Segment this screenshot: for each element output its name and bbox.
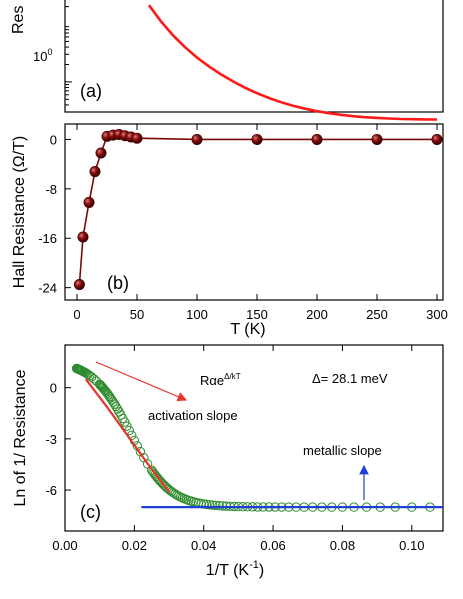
panel-c-point <box>122 421 132 431</box>
panel-a: Res 100 (a) <box>10 0 444 121</box>
panel-b-ytick-label: -8 <box>45 182 57 197</box>
panel-b-xtick-label: 250 <box>366 307 388 322</box>
activation-arrow <box>95 361 188 402</box>
panel-b-ytick-label: -24 <box>38 281 57 296</box>
panel-b-xtick-label: 300 <box>426 307 448 322</box>
panel-c-point <box>148 467 158 477</box>
panel-c-point <box>108 397 118 407</box>
panel-b-point <box>131 132 143 144</box>
panel-a-curve <box>147 4 438 121</box>
panel-c-point <box>207 500 218 510</box>
panel-b-frame <box>64 123 444 301</box>
panel-c-point <box>112 404 123 414</box>
panel-b-xtick-label: 150 <box>246 307 268 322</box>
panel-c: 0.00 0.02 0.04 0.06 0.08 0.10 0 -3 -6 RαeΔ/kT Δ=… <box>12 344 444 579</box>
panel-b-ytick-label: -16 <box>38 231 57 246</box>
panel-b-tag: (b) <box>107 273 129 293</box>
formula-text: RαeΔ/kT <box>200 372 241 388</box>
panel-b-point <box>77 231 89 243</box>
panel-b-ticks: 0 50 100 150 200 250 300 0 -8 -16 -24 <box>38 124 448 322</box>
panel-c-point <box>163 484 174 494</box>
panel-c-xtick-label: 0.04 <box>191 538 216 553</box>
panel-c-xtick-label: 0.10 <box>399 538 424 553</box>
panel-c-activation-fit <box>84 378 170 493</box>
panel-a-frame <box>64 0 444 113</box>
panel-c-xtick-label: 0.06 <box>260 538 285 553</box>
panel-b-point <box>89 166 101 178</box>
panel-b-xtick-label: 50 <box>130 307 144 322</box>
panel-b-line <box>78 133 437 285</box>
panel-b-point <box>73 279 85 291</box>
panel-c-tag: (c) <box>80 502 101 522</box>
panel-a-ticks <box>65 6 72 106</box>
panel-c-point <box>217 501 228 511</box>
panel-c-point <box>81 368 92 379</box>
panel-c-point <box>165 485 175 496</box>
metallic-slope-label: metallic slope <box>303 443 382 458</box>
panel-b-point <box>251 133 263 145</box>
panel-b-point <box>371 133 383 145</box>
panel-b-xtick-label: 0 <box>73 307 80 322</box>
panel-b-point <box>431 133 443 145</box>
panel-c-frame <box>64 344 444 532</box>
panel-c-point <box>89 374 99 384</box>
panel-b-xtick-label: 200 <box>306 307 328 322</box>
panel-c-point <box>201 499 212 510</box>
panel-c-xlabel: 1/T (K-1) <box>206 559 264 579</box>
panel-c-point <box>102 388 112 399</box>
panel-c-point <box>146 465 157 475</box>
panel-a-ytick-label: 100 <box>33 47 52 64</box>
panel-c-ytick-label: 0 <box>50 381 57 396</box>
delta-text: Δ= 28.1 meV <box>312 371 388 386</box>
panel-c-point <box>111 401 121 412</box>
panel-b-point <box>83 196 95 208</box>
panel-b-point <box>311 133 323 145</box>
panel-c-ticks: 0.00 0.02 0.04 0.06 0.08 0.10 0 -3 -6 <box>45 345 424 553</box>
panel-b-xtick-label: 100 <box>186 307 208 322</box>
panel-b-xlabel: T (K) <box>230 321 265 338</box>
panel-b-point <box>191 133 203 145</box>
panel-a-ylabel: Res <box>10 6 27 34</box>
panel-c-points <box>71 363 435 512</box>
panel-c-ytick-label: -3 <box>45 432 57 447</box>
panel-b: 0 50 100 150 200 250 300 0 -8 -16 -24 Hall Resista… <box>11 123 448 338</box>
activation-slope-label: activation slope <box>148 408 238 423</box>
panel-c-ylabel: Ln of 1/ Resistance <box>12 369 29 506</box>
panel-c-point <box>211 500 221 511</box>
panel-c-xtick-label: 0.08 <box>330 538 355 553</box>
panel-c-xtick-label: 0.00 <box>52 538 77 553</box>
panel-b-points <box>73 128 443 291</box>
panel-b-ylabel: Hall Resistance (Ω/T) <box>11 136 28 288</box>
panel-c-xtick-label: 0.02 <box>122 538 147 553</box>
panel-c-point <box>109 399 120 409</box>
panel-a-tag: (a) <box>80 81 102 101</box>
panel-c-ytick-label: -6 <box>45 483 57 498</box>
panel-c-point <box>103 390 114 400</box>
panel-b-point <box>95 147 107 159</box>
panel-c-point <box>214 500 224 511</box>
panel-b-ytick-label: 0 <box>50 132 57 147</box>
panel-c-point <box>204 500 215 510</box>
